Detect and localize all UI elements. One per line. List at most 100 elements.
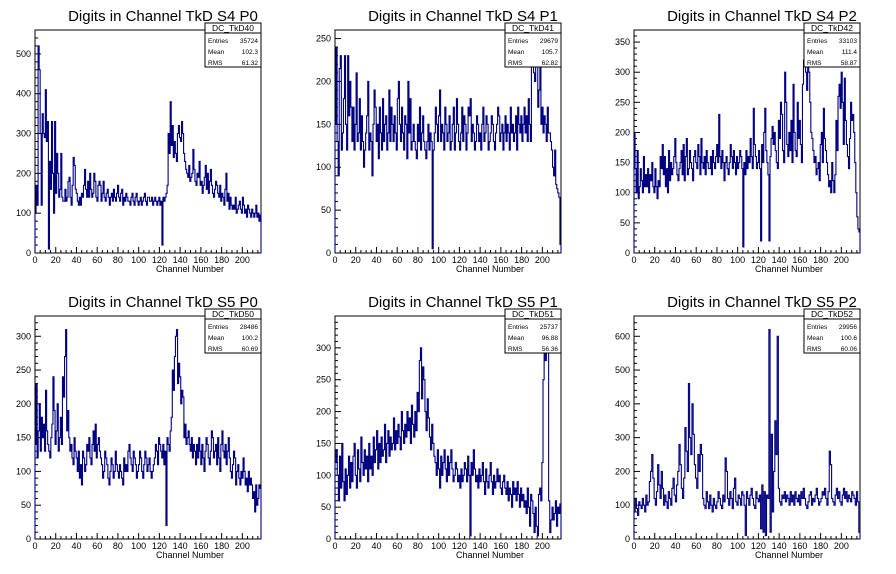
x-tick-label: 120	[751, 255, 766, 265]
x-tick-label: 20	[650, 541, 660, 551]
y-tick-label: 400	[16, 89, 31, 99]
histogram-panel-4: Digits in Channel TkD S5 P1 0 20 40 60 80 100 1…	[316, 294, 562, 560]
stats-value-mean: 105.7	[542, 49, 559, 56]
x-tick-label: 160	[193, 255, 208, 265]
x-tick-label: 140	[772, 255, 787, 265]
stats-value-entries: 35724	[240, 38, 258, 45]
stats-value-entries: 33103	[839, 38, 857, 45]
y-tick-label: 250	[615, 97, 630, 107]
x-tick-label: 120	[152, 541, 167, 551]
y-tick-label: 0	[326, 534, 331, 544]
x-tick-label: 160	[193, 541, 208, 551]
stats-box: DC_TkD42 Entries 33103 Mean 111.4 RMS 58.87	[803, 22, 861, 68]
x-tick-label: 100	[431, 541, 446, 551]
stats-value-rms: 61.32	[242, 60, 259, 67]
stats-label-rms: RMS	[208, 346, 223, 353]
histogram-series	[34, 45, 262, 253]
stats-value-mean: 102.3	[242, 49, 259, 56]
x-tick-label: 80	[113, 255, 123, 265]
stats-label-entries: Entries	[208, 324, 229, 331]
y-tick-label: 50	[620, 218, 630, 228]
y-tick-label: 0	[625, 248, 630, 258]
stats-label-mean: Mean	[807, 49, 824, 56]
stats-label-rms: RMS	[208, 60, 223, 67]
x-tick-label: 0	[32, 541, 37, 551]
stats-histogram-name: DC_TkD51	[512, 309, 554, 319]
y-tick-label: 250	[16, 365, 31, 375]
y-tick-label: 100	[16, 208, 31, 218]
y-tick-label: 200	[615, 466, 630, 476]
x-tick-label: 40	[371, 541, 381, 551]
x-tick-label: 0	[631, 541, 636, 551]
y-tick-label: 150	[615, 158, 630, 168]
stats-label-mean: Mean	[807, 335, 824, 342]
stats-value-rms: 58.87	[841, 60, 858, 67]
y-tick-label: 300	[16, 331, 31, 341]
x-tick-label: 160	[493, 541, 508, 551]
y-tick-label: 400	[615, 399, 630, 409]
x-tick-label: 80	[413, 541, 423, 551]
y-tick-label: 100	[16, 466, 31, 476]
stats-value-mean: 100.2	[242, 335, 259, 342]
histogram-panel-2: Digits in Channel TkD S4 P2 0 20 40 60 80 100 1…	[615, 8, 861, 274]
x-tick-label: 60	[92, 255, 102, 265]
x-tick-label: 140	[772, 541, 787, 551]
stats-label-mean: Mean	[208, 335, 225, 342]
x-tick-label: 100	[131, 255, 146, 265]
stats-value-rms: 60.69	[242, 346, 259, 353]
chart-title: Digits in Channel TkD S5 P1	[368, 294, 558, 311]
y-tick-label: 200	[16, 399, 31, 409]
x-tick-label: 0	[32, 255, 37, 265]
x-tick-label: 100	[431, 255, 446, 265]
x-axis-label: Channel Number	[456, 550, 524, 560]
stats-label-entries: Entries	[807, 38, 828, 45]
chart-title: Digits in Channel TkD S5 P2	[667, 294, 857, 311]
stats-histogram-name: DC_TkD50	[212, 309, 254, 319]
x-tick-label: 80	[113, 541, 123, 551]
stats-box-frame	[204, 308, 262, 354]
chart-title: Digits in Channel TkD S4 P1	[368, 8, 558, 25]
stats-box-frame	[803, 308, 861, 354]
y-tick-label: 300	[615, 433, 630, 443]
stats-value-mean: 111.4	[842, 49, 858, 56]
x-tick-label: 80	[712, 541, 722, 551]
stats-box-frame	[204, 22, 262, 68]
x-tick-label: 180	[813, 541, 828, 551]
x-tick-label: 200	[834, 255, 849, 265]
x-tick-label: 40	[670, 541, 680, 551]
y-tick-label: 300	[316, 343, 331, 353]
stats-histogram-name: DC_TkD40	[212, 23, 254, 33]
y-tick-label: 100	[615, 188, 630, 198]
stats-label-entries: Entries	[508, 324, 529, 331]
stats-histogram-name: DC_TkD41	[512, 23, 554, 33]
stats-box: DC_TkD50 Entries 28486 Mean 100.2 RMS 60.69	[204, 308, 262, 354]
y-tick-label: 250	[316, 34, 331, 44]
y-tick-label: 50	[321, 502, 331, 512]
x-tick-label: 200	[834, 541, 849, 551]
x-tick-label: 20	[51, 255, 61, 265]
x-tick-label: 40	[71, 541, 81, 551]
x-tick-label: 20	[351, 541, 361, 551]
x-tick-label: 180	[214, 255, 229, 265]
x-tick-label: 160	[493, 255, 508, 265]
stats-value-rms: 62.82	[542, 60, 559, 67]
y-tick-label: 0	[26, 248, 31, 258]
stats-box: DC_TkD40 Entries 35724 Mean 102.3 RMS 61.32	[204, 22, 262, 68]
stats-histogram-name: DC_TkD52	[811, 309, 853, 319]
y-tick-label: 100	[316, 162, 331, 172]
histogram-series	[334, 29, 562, 253]
stats-label-entries: Entries	[508, 38, 529, 45]
x-tick-label: 140	[473, 541, 488, 551]
histogram-series	[334, 347, 562, 539]
stats-value-entries: 28486	[240, 324, 258, 331]
x-tick-label: 0	[332, 541, 337, 551]
stats-label-rms: RMS	[508, 60, 523, 67]
y-tick-label: 150	[16, 433, 31, 443]
x-tick-label: 120	[452, 541, 467, 551]
stats-box-frame	[504, 22, 562, 68]
y-tick-label: 200	[316, 76, 331, 86]
stats-histogram-name: DC_TkD42	[811, 23, 853, 33]
stats-label-rms: RMS	[807, 346, 822, 353]
x-tick-label: 0	[631, 255, 636, 265]
